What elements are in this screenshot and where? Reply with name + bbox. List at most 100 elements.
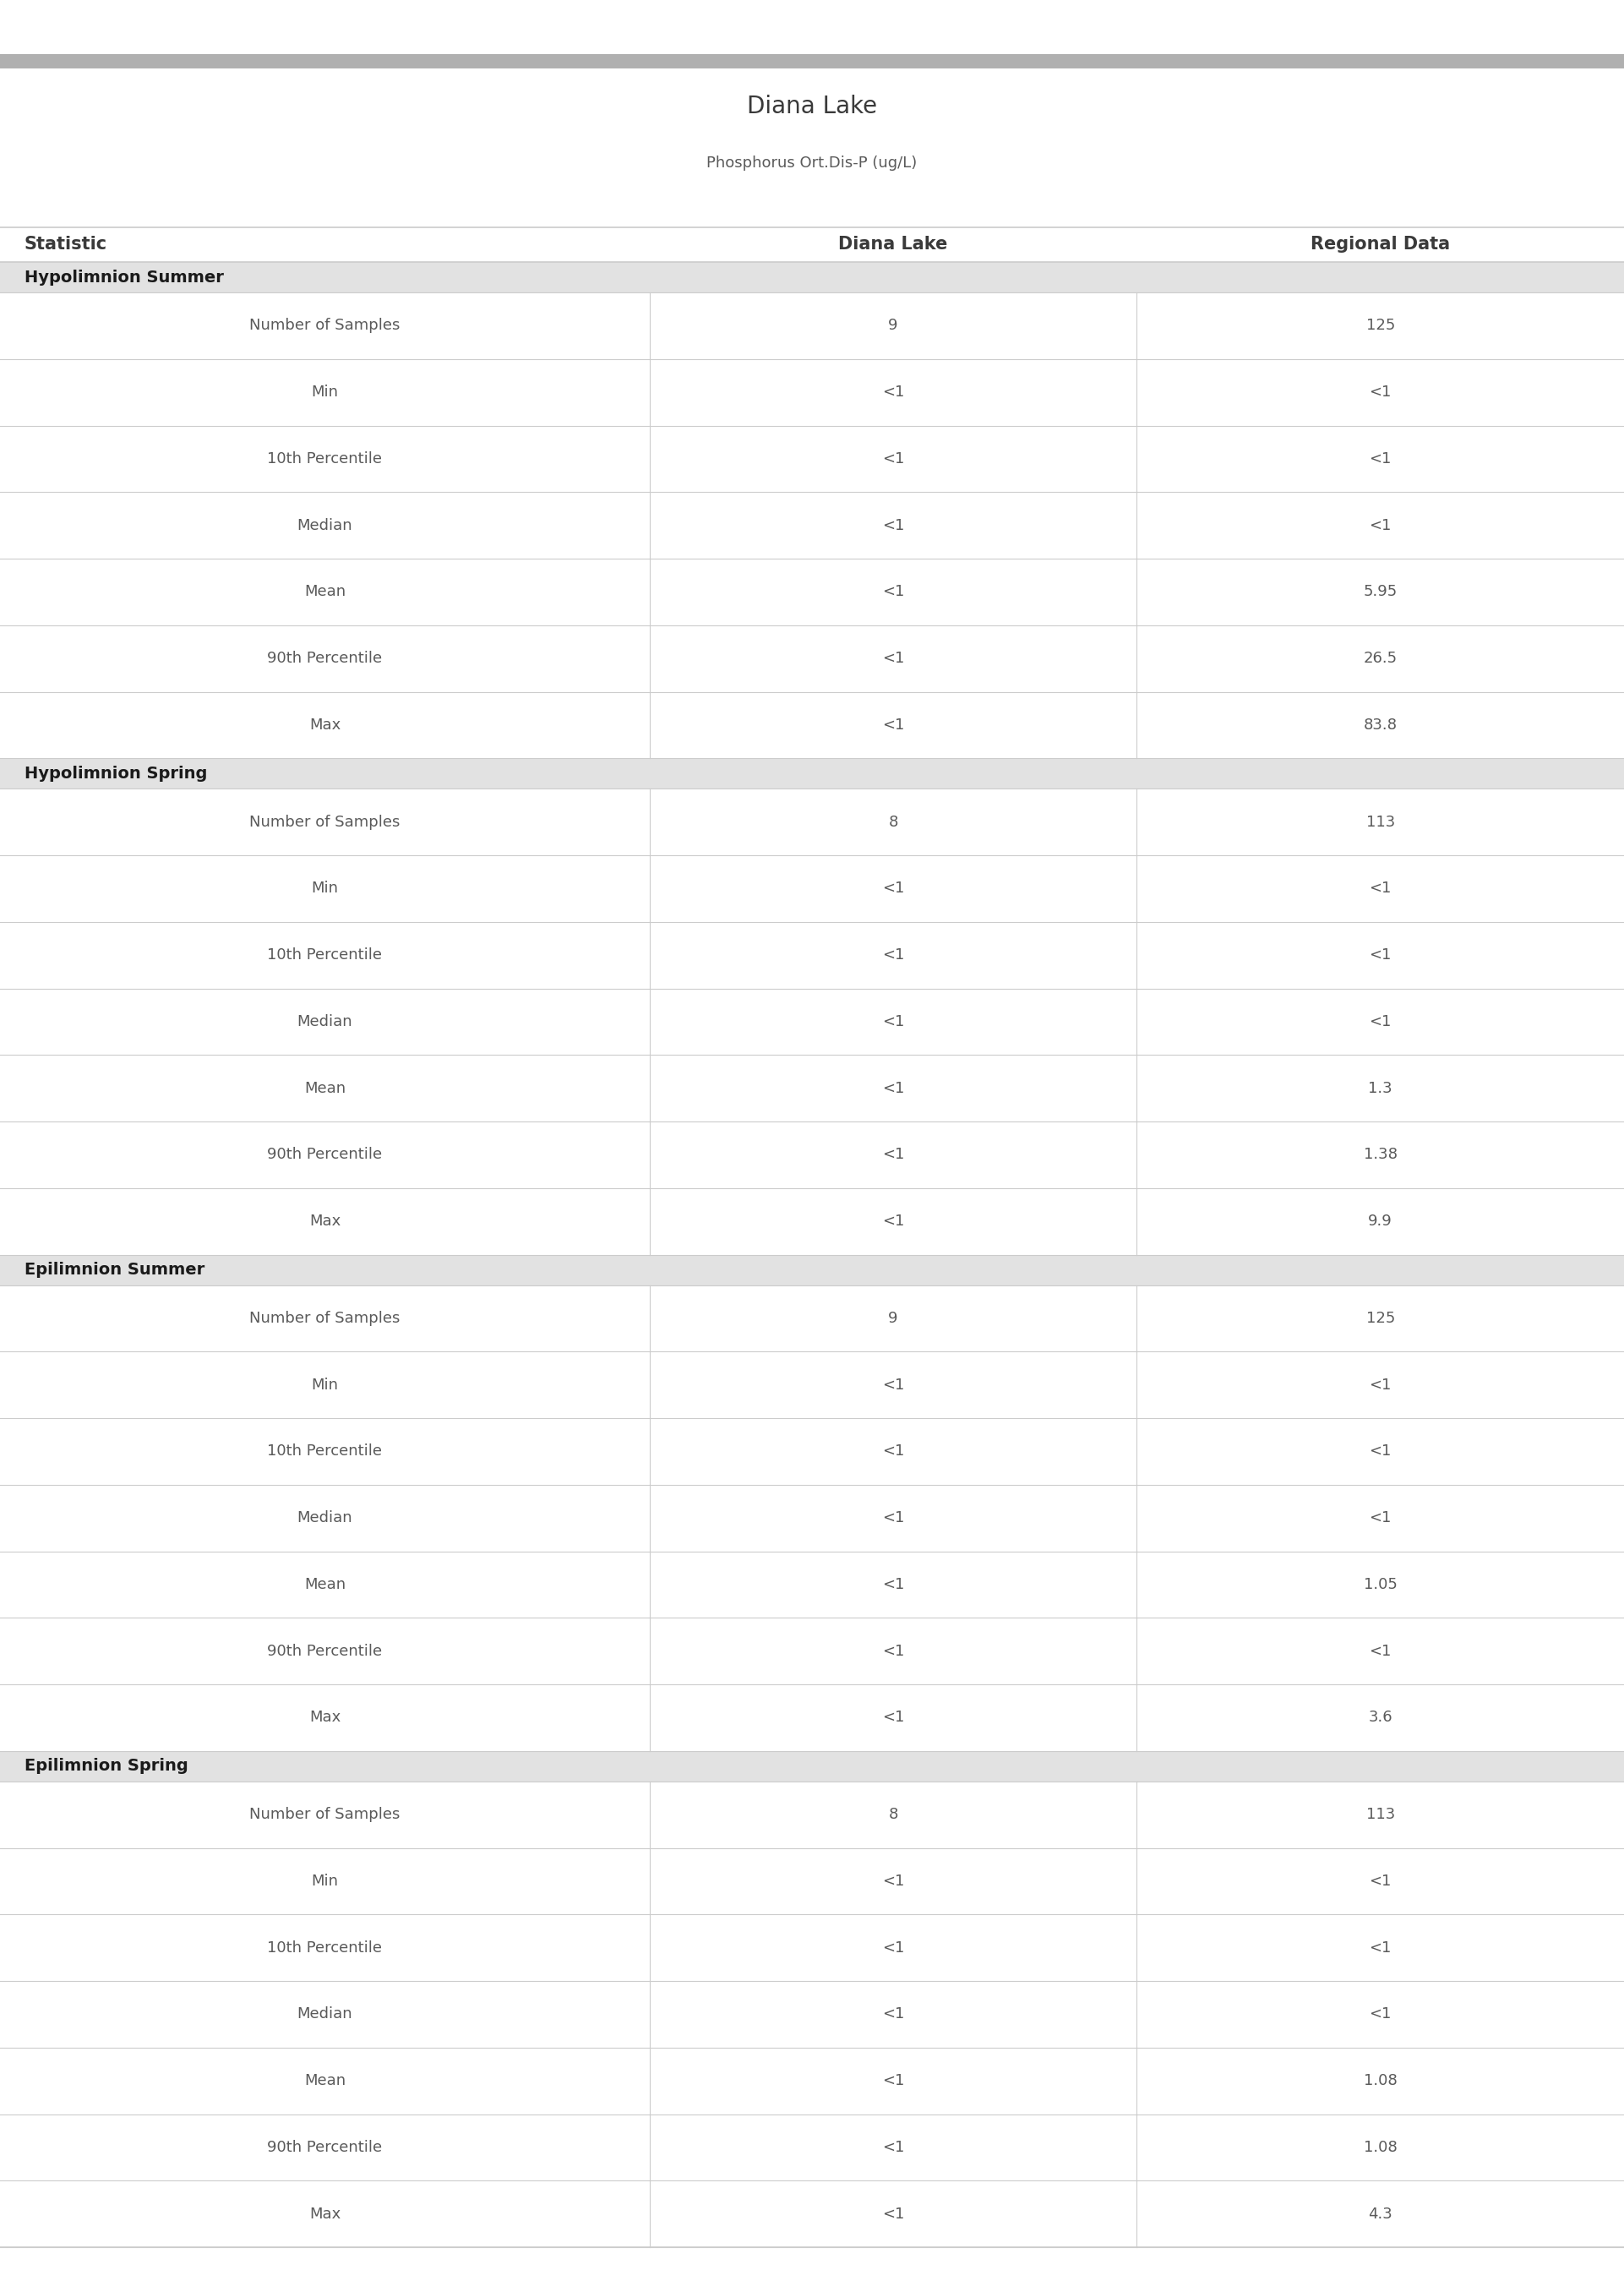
Text: <1: <1 xyxy=(1369,947,1392,962)
Text: <1: <1 xyxy=(1369,1873,1392,1889)
Text: 90th Percentile: 90th Percentile xyxy=(268,1643,382,1659)
Text: Mean: Mean xyxy=(304,1081,346,1096)
Text: 90th Percentile: 90th Percentile xyxy=(268,2141,382,2154)
FancyBboxPatch shape xyxy=(0,1782,1624,1848)
Text: 113: 113 xyxy=(1366,815,1395,829)
FancyBboxPatch shape xyxy=(0,54,1624,68)
FancyBboxPatch shape xyxy=(0,1187,1624,1255)
FancyBboxPatch shape xyxy=(0,2048,1624,2113)
FancyBboxPatch shape xyxy=(0,359,1624,424)
Text: <1: <1 xyxy=(882,2073,905,2088)
Text: Number of Samples: Number of Samples xyxy=(250,1807,400,1823)
Text: Median: Median xyxy=(297,1510,352,1525)
Text: <1: <1 xyxy=(882,1873,905,1889)
FancyBboxPatch shape xyxy=(0,922,1624,987)
FancyBboxPatch shape xyxy=(0,624,1624,692)
Text: <1: <1 xyxy=(882,1081,905,1096)
Text: Mean: Mean xyxy=(304,583,346,599)
Text: <1: <1 xyxy=(882,384,905,400)
FancyBboxPatch shape xyxy=(0,1419,1624,1485)
Text: <1: <1 xyxy=(882,583,905,599)
Text: <1: <1 xyxy=(882,1643,905,1659)
FancyBboxPatch shape xyxy=(0,1255,1624,1285)
Text: <1: <1 xyxy=(882,1578,905,1591)
Text: <1: <1 xyxy=(1369,1015,1392,1028)
FancyBboxPatch shape xyxy=(0,692,1624,758)
Text: <1: <1 xyxy=(882,2206,905,2222)
Text: 5.95: 5.95 xyxy=(1364,583,1397,599)
Text: <1: <1 xyxy=(1369,1941,1392,1954)
FancyBboxPatch shape xyxy=(0,424,1624,493)
Text: <1: <1 xyxy=(882,1378,905,1392)
FancyBboxPatch shape xyxy=(0,758,1624,788)
Text: <1: <1 xyxy=(882,717,905,733)
Text: Number of Samples: Number of Samples xyxy=(250,815,400,829)
Text: 1.08: 1.08 xyxy=(1364,2141,1397,2154)
Text: <1: <1 xyxy=(882,518,905,533)
FancyBboxPatch shape xyxy=(0,1914,1624,1982)
Text: Number of Samples: Number of Samples xyxy=(250,318,400,334)
Text: <1: <1 xyxy=(1369,1510,1392,1525)
Text: 3.6: 3.6 xyxy=(1369,1709,1392,1725)
Text: 1.38: 1.38 xyxy=(1364,1146,1397,1162)
Text: 9.9: 9.9 xyxy=(1369,1214,1392,1228)
Text: <1: <1 xyxy=(882,1941,905,1954)
Text: <1: <1 xyxy=(882,1709,905,1725)
FancyBboxPatch shape xyxy=(0,1848,1624,1914)
Text: Min: Min xyxy=(312,881,338,897)
FancyBboxPatch shape xyxy=(0,1550,1624,1619)
Text: 1.3: 1.3 xyxy=(1369,1081,1392,1096)
FancyBboxPatch shape xyxy=(0,1351,1624,1419)
Text: Min: Min xyxy=(312,1378,338,1392)
Text: <1: <1 xyxy=(1369,452,1392,465)
FancyBboxPatch shape xyxy=(0,1056,1624,1121)
Text: <1: <1 xyxy=(882,947,905,962)
FancyBboxPatch shape xyxy=(0,227,1624,261)
Text: <1: <1 xyxy=(1369,384,1392,400)
Text: Statistic: Statistic xyxy=(24,236,107,252)
Text: <1: <1 xyxy=(1369,1444,1392,1460)
Text: Regional Data: Regional Data xyxy=(1311,236,1450,252)
Text: <1: <1 xyxy=(882,2141,905,2154)
Text: Max: Max xyxy=(309,1709,341,1725)
Text: 10th Percentile: 10th Percentile xyxy=(268,452,382,465)
Text: 9: 9 xyxy=(888,318,898,334)
Text: Mean: Mean xyxy=(304,2073,346,2088)
FancyBboxPatch shape xyxy=(0,1982,1624,2048)
Text: 125: 125 xyxy=(1366,1310,1395,1326)
Text: <1: <1 xyxy=(882,1146,905,1162)
FancyBboxPatch shape xyxy=(0,2113,1624,2181)
FancyBboxPatch shape xyxy=(0,558,1624,624)
Text: 9: 9 xyxy=(888,1310,898,1326)
FancyBboxPatch shape xyxy=(0,1684,1624,1750)
Text: Min: Min xyxy=(312,1873,338,1889)
Text: 1.05: 1.05 xyxy=(1364,1578,1397,1591)
Text: 10th Percentile: 10th Percentile xyxy=(268,1941,382,1954)
Text: Median: Median xyxy=(297,2007,352,2023)
Text: Epilimnion Spring: Epilimnion Spring xyxy=(24,1759,188,1775)
FancyBboxPatch shape xyxy=(0,1750,1624,1782)
FancyBboxPatch shape xyxy=(0,1485,1624,1550)
Text: <1: <1 xyxy=(882,1015,905,1028)
Text: 1.08: 1.08 xyxy=(1364,2073,1397,2088)
Text: <1: <1 xyxy=(882,1444,905,1460)
Text: 10th Percentile: 10th Percentile xyxy=(268,1444,382,1460)
Text: 26.5: 26.5 xyxy=(1364,651,1397,665)
Text: Max: Max xyxy=(309,2206,341,2222)
Text: <1: <1 xyxy=(1369,881,1392,897)
Text: 83.8: 83.8 xyxy=(1364,717,1397,733)
Text: Median: Median xyxy=(297,518,352,533)
Text: <1: <1 xyxy=(882,881,905,897)
Text: 125: 125 xyxy=(1366,318,1395,334)
Text: 8: 8 xyxy=(888,1807,898,1823)
Text: <1: <1 xyxy=(882,1214,905,1228)
Text: <1: <1 xyxy=(1369,1643,1392,1659)
Text: <1: <1 xyxy=(882,2007,905,2023)
Text: 90th Percentile: 90th Percentile xyxy=(268,1146,382,1162)
FancyBboxPatch shape xyxy=(0,293,1624,359)
Text: Max: Max xyxy=(309,717,341,733)
FancyBboxPatch shape xyxy=(0,261,1624,293)
Text: Phosphorus Ort.Dis-P (ug/L): Phosphorus Ort.Dis-P (ug/L) xyxy=(706,157,918,170)
Text: Diana Lake: Diana Lake xyxy=(747,95,877,118)
Text: Diana Lake: Diana Lake xyxy=(838,236,948,252)
